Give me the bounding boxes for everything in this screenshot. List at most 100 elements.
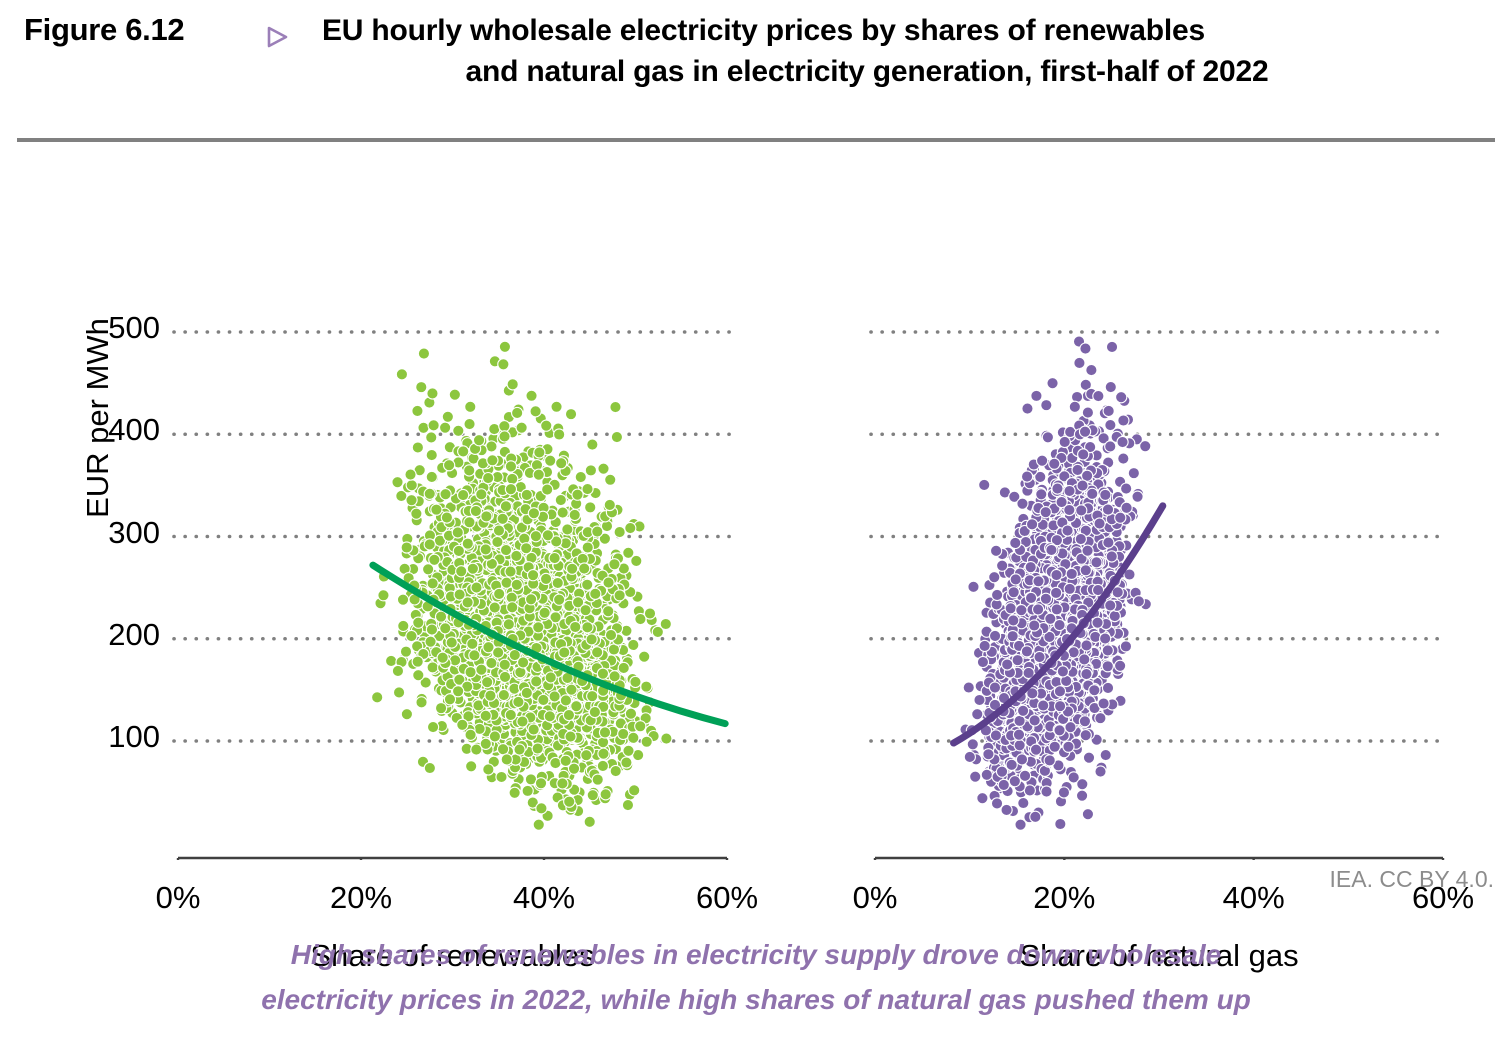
scatter-point [567,762,581,775]
scatter-point [583,815,596,828]
scatter-point [604,628,618,642]
scatter-point [620,756,633,769]
scatter-point [574,470,587,484]
scatter-point [417,421,430,434]
scatter-point [440,511,454,524]
scatter-point [1029,810,1042,823]
scatter-point [640,735,653,748]
scatter-point [550,400,563,413]
scatter-point [479,737,492,750]
scatter-point [1034,470,1047,484]
scatter-point [445,636,458,649]
scatter-point [496,512,509,525]
scatter-point [395,368,409,381]
scatter-point [561,523,574,536]
scatter-point [640,680,653,693]
scatter-point [500,753,513,766]
scatter-point [498,430,511,443]
scatter-point [463,464,476,477]
scatter-point [581,482,594,496]
scatter-point [527,723,540,736]
scatter-point [399,645,413,658]
scatter-point [1023,784,1036,797]
scatter-point [568,508,581,522]
scatter-point [549,756,562,770]
scatter-point [578,562,591,575]
scatter-point [506,378,519,391]
scatter-point [1081,808,1095,821]
scatter-point [584,501,597,514]
scatter-point [967,580,980,594]
scatter-point [553,593,566,606]
scatter-point [1113,659,1127,672]
scatter-point [427,419,440,432]
scatter-point [525,389,538,402]
scatter-point [481,676,494,689]
scatter-point [596,759,610,773]
scatter-point [962,681,975,694]
scatter-point [534,777,548,790]
scatter-point [1075,789,1089,802]
scatter-point [531,742,544,755]
scatter-point [463,417,476,431]
scatter-point [624,521,637,535]
scatter-point [425,448,438,462]
scatter-point [548,551,561,565]
x-axis [176,856,729,860]
scatter-point [426,720,440,734]
figure-number: Figure 6.12 [24,12,185,47]
scatter-point [462,710,475,723]
scatter-point [457,445,470,458]
scatter-point [617,727,630,741]
scatter-point [508,786,521,799]
scatter-point [995,559,1009,572]
scatter-point [548,690,561,703]
scatter-point [634,720,647,733]
scatter-point [1099,748,1112,762]
scatter-point [451,685,465,698]
scatter-point [591,773,604,786]
scatter-point [412,616,425,629]
scatter-point [1079,729,1092,742]
scatter-point [384,654,398,668]
scatter-point [492,524,506,537]
figure-header: Figure 6.12 EU hourly wholesale electric… [0,0,1512,142]
scatter-point [411,404,424,418]
scatter-point [596,667,610,680]
scatter-point [1076,778,1089,791]
scatter-point [617,661,630,675]
scatter-point [484,689,497,702]
scatter-point [482,763,495,776]
scatter-point [463,516,476,529]
scatter-point [550,535,563,548]
scatter-point [516,715,529,728]
scatter-point [554,493,567,507]
scatter-point [504,483,518,496]
scatter-point [391,476,404,489]
scatter-point [475,488,488,501]
scatter-point [520,686,533,700]
scatter-point [482,641,495,654]
scatter-point [426,661,439,674]
scatter-point [411,441,425,454]
scatter-point [638,650,651,663]
scatter-point [395,489,408,503]
scatter-point [556,777,569,790]
scatter-point [1071,463,1084,477]
scatter-point [643,607,657,620]
scatter-point [415,380,428,394]
scatter-point [544,671,557,684]
x-tick-label: 60% [695,880,759,915]
scatter-point [599,788,612,801]
scatter-point [461,596,474,609]
scatter-point [504,565,517,578]
scatter-point [565,683,578,696]
scatter-point [579,603,592,617]
scatter-point [452,544,466,558]
scatter-point [580,749,593,762]
y-tick-label: 400 [108,412,160,448]
scatter-point [973,693,986,707]
scatter-point [622,546,635,559]
scatter-point [520,542,533,555]
x-axis-title-left: Share of renewables [310,938,595,973]
